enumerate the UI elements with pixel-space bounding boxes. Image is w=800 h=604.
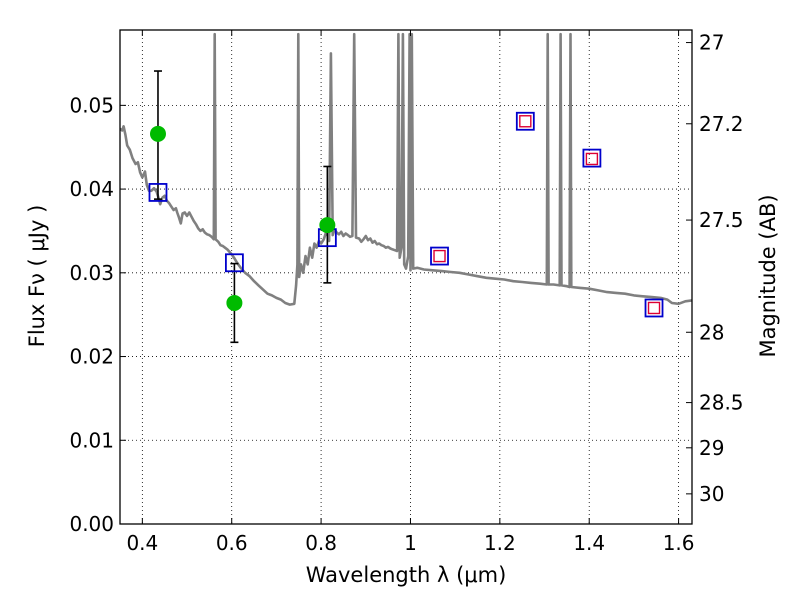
axis-ticks: 0.4 0.6 0.8 1 1.2 1.4 1.6 0.00 0.01 0.02 0.03 0.04 0… xyxy=(69,30,744,555)
x-tick-label: 1.4 xyxy=(573,531,605,555)
model-photometry-square xyxy=(430,246,449,266)
right-tick-label: 30 xyxy=(699,482,724,506)
y-tick-label: 0.01 xyxy=(69,428,114,452)
right-tick-label: 27 xyxy=(699,31,724,55)
x-axis-label: Wavelength λ (μm) xyxy=(306,563,507,587)
right-axis-label: Magnitude (AB) xyxy=(756,194,780,357)
model-photometry-square xyxy=(515,111,535,131)
upper-limit-square xyxy=(585,152,599,166)
model-photometry-square xyxy=(224,253,244,273)
upper-limit-square xyxy=(647,301,661,315)
axes-frame xyxy=(119,29,693,525)
observed-flux-point xyxy=(226,294,243,311)
right-tick-label: 28.5 xyxy=(699,391,744,415)
right-tick-label: 29 xyxy=(699,436,724,460)
observed-flux-point xyxy=(149,125,166,142)
y-axis-label: Flux Fν ( μJy ) xyxy=(25,205,49,348)
grid xyxy=(120,30,692,525)
observed-flux-point xyxy=(319,217,336,234)
right-tick-label: 28 xyxy=(699,320,724,344)
x-tick-label: 1 xyxy=(404,531,417,555)
y-tick-label: 0.05 xyxy=(69,93,114,117)
upper-limit-square xyxy=(433,249,446,263)
right-tick-label: 27.5 xyxy=(699,208,744,232)
y-tick-label: 0.02 xyxy=(69,345,114,369)
x-tick-label: 0.8 xyxy=(305,531,337,555)
plot-clip-group xyxy=(120,32,692,344)
model-photometry-square xyxy=(644,298,664,318)
x-tick-label: 0.6 xyxy=(216,531,248,555)
x-tick-label: 1.2 xyxy=(484,531,516,555)
right-tick-label: 27.2 xyxy=(699,112,744,136)
x-tick-label: 0.4 xyxy=(126,531,158,555)
y-tick-label: 0.04 xyxy=(69,177,114,201)
plot-area xyxy=(120,32,692,344)
model-spectrum-line xyxy=(120,32,692,306)
upper-limit-square xyxy=(519,115,532,128)
y-tick-label: 0.03 xyxy=(69,261,114,285)
model-photometry-square xyxy=(582,148,602,168)
model-photometry-square xyxy=(148,183,168,202)
x-tick-label: 1.6 xyxy=(663,531,695,555)
y-tick-label: 0.00 xyxy=(69,512,114,536)
